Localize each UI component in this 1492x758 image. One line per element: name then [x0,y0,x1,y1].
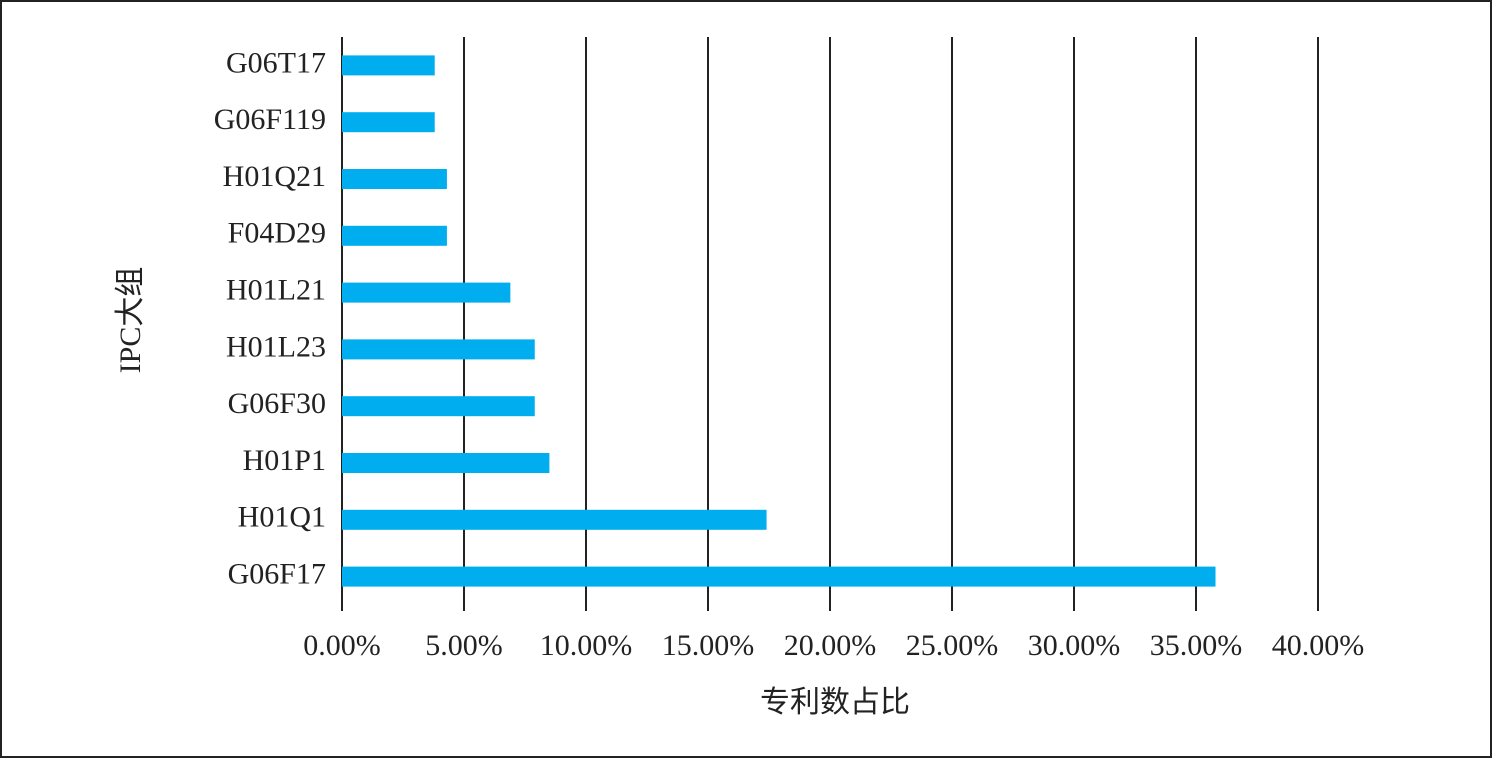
x-tick-label: 30.00% [1028,629,1121,662]
x-tick-label: 0.00% [303,629,381,662]
x-tick-label: 5.00% [425,629,503,662]
bar [342,566,1216,587]
bar [342,282,511,303]
y-tick-label: F04D29 [228,217,326,250]
y-tick-label: H01Q21 [223,160,326,193]
y-tick-label: H01P1 [243,444,326,477]
x-tick-label: 15.00% [662,629,755,662]
y-tick-label: G06F17 [228,557,326,590]
y-tick-label: H01L21 [226,273,326,306]
x-tick-label: 35.00% [1150,629,1243,662]
bar [342,339,535,360]
bar [342,225,447,246]
y-tick-label: G06F119 [214,103,326,136]
y-tick-label: H01Q1 [238,501,326,534]
x-axis-label: 专利数占比 [760,686,910,719]
y-tick-label: G06T17 [226,46,326,79]
y-tick-label: G06F30 [228,387,326,420]
bar [342,396,535,417]
y-tick-label: H01L23 [226,330,326,363]
x-tick-label: 20.00% [784,629,877,662]
x-tick-label: 10.00% [540,629,633,662]
bar [342,509,767,530]
bar [342,55,435,76]
bar [342,453,550,473]
x-tick-label: 25.00% [906,629,999,662]
bar [342,112,435,133]
x-tick-label: 40.00% [1272,629,1365,662]
y-axis-label: IPC大组 [114,267,147,374]
bar [342,169,447,189]
